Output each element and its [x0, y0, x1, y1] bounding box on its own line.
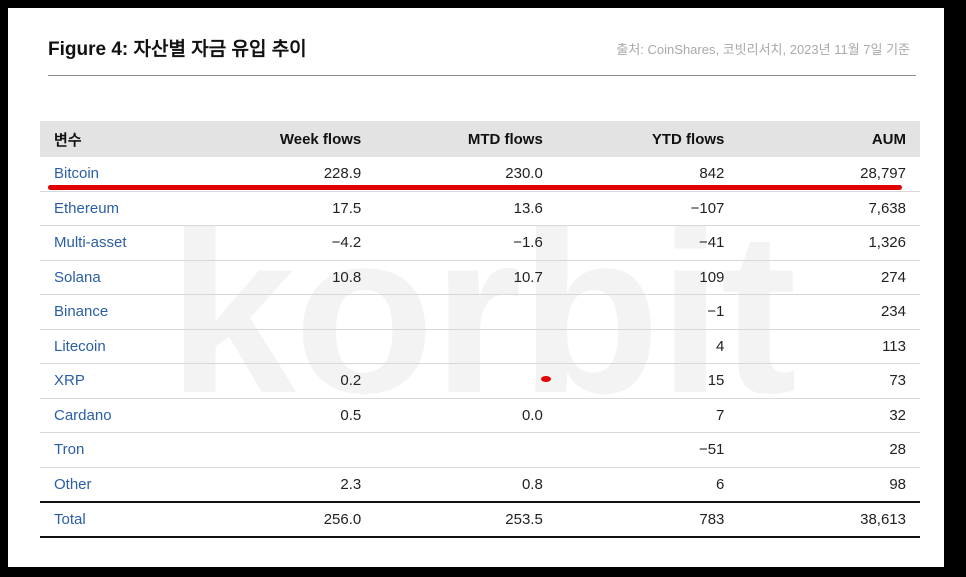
aum-cell: 234: [738, 294, 920, 330]
total-label: Total: [40, 501, 185, 538]
asset-name: Litecoin: [40, 329, 185, 364]
total-ytd-flow: 783: [556, 501, 739, 538]
mtd-flow-cell: 0.8: [375, 467, 557, 503]
aum-cell: 1,326: [738, 225, 920, 261]
ytd-flow-cell: −51: [556, 432, 739, 468]
mtd-flow-cell: −1.6: [375, 225, 557, 261]
week-flow-cell: 0.5: [184, 398, 376, 433]
aum-cell: 98: [738, 467, 920, 503]
mtd-flow-cell: [375, 432, 557, 468]
ytd-flow-cell: −41: [556, 225, 739, 261]
table-row: Ethereum 17.5 13.6 −107 7,638: [40, 191, 920, 226]
total-mtd-flow: 253.5: [375, 501, 557, 538]
fund-flows-table: 변수 Week flows MTD flows YTD flows AUM Bi…: [40, 121, 920, 538]
table-row: XRP 0.2 15 73: [40, 363, 920, 399]
asset-name: Solana: [40, 260, 185, 295]
asset-name: Other: [40, 467, 185, 503]
ytd-flow-cell: 6: [556, 467, 739, 503]
table-row: Solana 10.8 10.7 109 274: [40, 260, 920, 295]
header-aum: AUM: [738, 121, 920, 157]
week-flow-cell: [184, 329, 376, 364]
aum-cell: 274: [738, 260, 920, 295]
mtd-flow-cell: 0.0: [375, 398, 557, 433]
total-week-flow: 256.0: [184, 501, 376, 538]
aum-cell: 7,638: [738, 191, 920, 226]
asset-name: Cardano: [40, 398, 185, 433]
header-mtd-flows: MTD flows: [375, 121, 557, 157]
mtd-flow-cell: [375, 363, 557, 399]
asset-name: Binance: [40, 294, 185, 330]
asset-name: Ethereum: [40, 191, 185, 226]
ytd-flow-cell: −1: [556, 294, 739, 330]
aum-cell: 113: [738, 329, 920, 364]
week-flow-cell: 10.8: [184, 260, 376, 295]
asset-name: Tron: [40, 432, 185, 468]
table-row: Other 2.3 0.8 6 98: [40, 467, 920, 503]
table-header-row: 변수 Week flows MTD flows YTD flows AUM: [40, 121, 920, 157]
ytd-flow-cell: 109: [556, 260, 739, 295]
mtd-flow-cell: 13.6: [375, 191, 557, 226]
ytd-flow-cell: −107: [556, 191, 739, 226]
asset-name: Multi-asset: [40, 225, 185, 261]
red-annotation-dot: [541, 376, 551, 382]
ytd-flow-cell: 15: [556, 363, 739, 399]
ytd-flow-cell: 7: [556, 398, 739, 433]
week-flow-cell: 0.2: [184, 363, 376, 399]
aum-cell: 28: [738, 432, 920, 468]
table-row: Binance −1 234: [40, 294, 920, 330]
week-flow-cell: [184, 294, 376, 330]
figure-title: Figure 4: 자산별 자금 유입 추이: [48, 39, 307, 60]
week-flow-cell: −4.2: [184, 225, 376, 261]
header-ytd-flows: YTD flows: [556, 121, 739, 157]
asset-name: XRP: [40, 363, 185, 399]
mtd-flow-cell: [375, 294, 557, 330]
title-divider: [48, 75, 916, 76]
aum-cell: 73: [738, 363, 920, 399]
table-row: Litecoin 4 113: [40, 329, 920, 364]
table-total-row: Total 256.0 253.5 783 38,613: [40, 501, 920, 538]
source-note: 출처: CoinShares, 코빗리서치, 2023년 11월 7일 기준: [616, 42, 910, 57]
mtd-flow-cell: [375, 329, 557, 364]
header-variable: 변수: [40, 121, 185, 157]
red-highlight-underline: [48, 185, 902, 190]
document-page: Figure 4: 자산별 자금 유입 추이 출처: CoinShares, 코…: [8, 8, 944, 567]
week-flow-cell: 17.5: [184, 191, 376, 226]
mtd-flow-cell: 10.7: [375, 260, 557, 295]
table-row: Cardano 0.5 0.0 7 32: [40, 398, 920, 433]
total-aum: 38,613: [738, 501, 920, 538]
ytd-flow-cell: 4: [556, 329, 739, 364]
aum-cell: 32: [738, 398, 920, 433]
table-row: Tron −51 28: [40, 432, 920, 468]
week-flow-cell: 2.3: [184, 467, 376, 503]
table-row: Multi-asset −4.2 −1.6 −41 1,326: [40, 225, 920, 261]
week-flow-cell: [184, 432, 376, 468]
header-week-flows: Week flows: [184, 121, 376, 157]
